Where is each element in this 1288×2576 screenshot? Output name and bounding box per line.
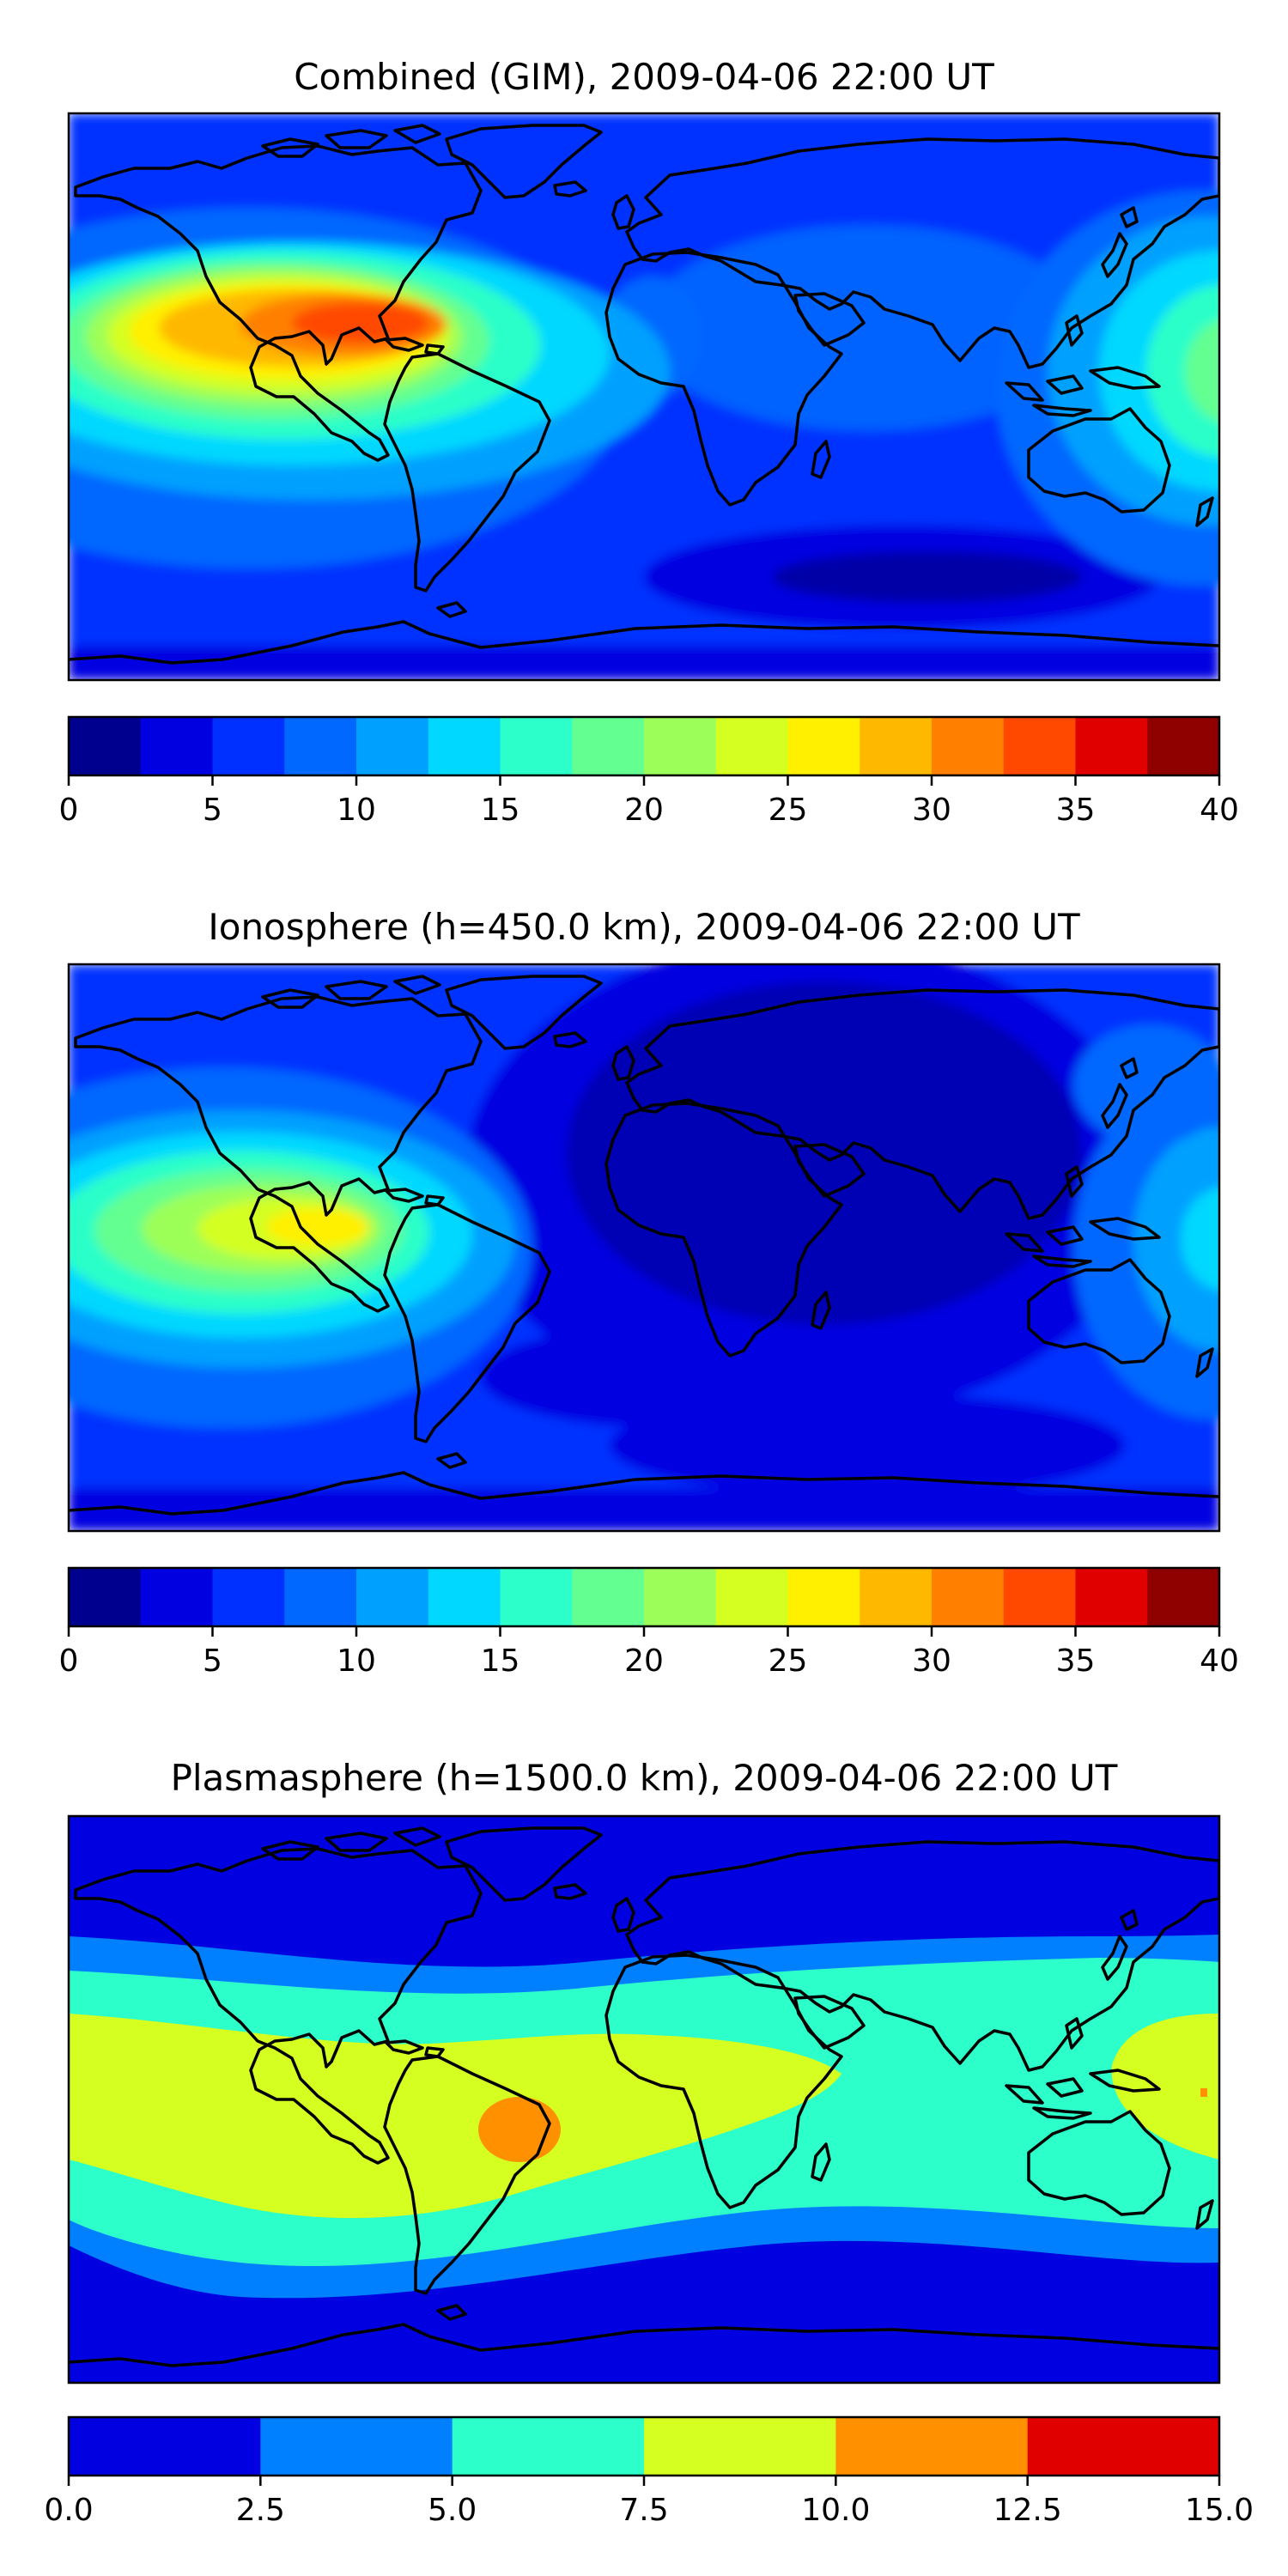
colorbar-combined-segment: [860, 717, 933, 775]
colorbar-ionosphere-tick-label: 30: [912, 1643, 951, 1679]
colorbar-ionosphere-segment: [212, 1568, 285, 1626]
colorbar-ionosphere-segment: [284, 1568, 357, 1626]
colorbar-ionosphere-segment: [715, 1568, 788, 1626]
colorbar-ionosphere-segment: [1147, 1568, 1220, 1626]
colorbar-plasmasphere-tick-label: 2.5: [236, 2493, 285, 2528]
colorbar-ionosphere-segment: [1075, 1568, 1148, 1626]
tec-map-ionosphere: [69, 964, 1219, 1531]
colorbar-combined-tick-label: 30: [912, 793, 951, 828]
colorbar-ionosphere: [69, 1568, 1220, 1626]
colorbar-ionosphere-segment: [500, 1568, 573, 1626]
colorbar-plasmasphere: [69, 2417, 1220, 2476]
colorbar-ionosphere-segment: [69, 1568, 142, 1626]
tec-map-plasmasphere: [69, 1816, 1219, 2383]
colorbar-ionosphere-segment: [644, 1568, 717, 1626]
colorbar-ionosphere-segment: [572, 1568, 645, 1626]
colorbar-ionosphere-segment: [1003, 1568, 1076, 1626]
colorbar-plasmasphere-segment: [69, 2417, 261, 2476]
colorbar-combined-segment: [715, 717, 788, 775]
colorbar-combined-tick-label: 10: [337, 793, 376, 828]
colorbar-combined-segment: [500, 717, 573, 775]
colorbar-combined-segment: [787, 717, 860, 775]
colorbar-ionosphere-segment: [428, 1568, 501, 1626]
colorbar-combined-segment: [644, 717, 717, 775]
colorbar-combined-segment: [1003, 717, 1076, 775]
map-frame-combined: [67, 112, 1221, 682]
colorbar-ionosphere-segment: [932, 1568, 1005, 1626]
colorbar-ionosphere-tick-label: 20: [624, 1643, 664, 1679]
colorbar-combined-segment: [1147, 717, 1220, 775]
colorbar-combined-segment: [284, 717, 357, 775]
colorbar-plasmasphere-tick-label: 7.5: [619, 2493, 668, 2528]
colorbar-ionosphere-segment: [140, 1568, 213, 1626]
colorbar-combined: [69, 717, 1220, 775]
map-title-ionosphere: Ionosphere (h=450.0 km), 2009-04-06 22:0…: [208, 906, 1080, 948]
colorbar-ionosphere-segment: [860, 1568, 933, 1626]
colorbar-ionosphere-tick-label: 25: [769, 1643, 808, 1679]
map-title-combined: Combined (GIM), 2009-04-06 22:00 UT: [294, 56, 994, 98]
colorbar-combined-tick-label: 25: [769, 793, 808, 828]
colorbar-ionosphere-tick-label: 5: [203, 1643, 222, 1679]
colorbar-ionosphere-tick-label: 0: [59, 1643, 79, 1679]
colorbar-combined-tick-label: 15: [481, 793, 520, 828]
colorbar-plasmasphere-segment: [452, 2417, 645, 2476]
colorbar-plasmasphere-tick-label: 12.5: [993, 2493, 1062, 2528]
colorbar-combined-segment: [140, 717, 213, 775]
colorbar-combined-tick-label: 5: [203, 793, 222, 828]
colorbar-plasmasphere-segment: [835, 2417, 1029, 2476]
colorbar-combined-segment: [428, 717, 501, 775]
tec-map-combined: [69, 113, 1219, 680]
colorbar-combined-tick-label: 35: [1056, 793, 1096, 828]
map-title-plasmasphere: Plasmasphere (h=1500.0 km), 2009-04-06 2…: [171, 1757, 1118, 1799]
colorbar-combined-tick-label: 20: [624, 793, 664, 828]
colorbar-plasmasphere-segment: [1027, 2417, 1220, 2476]
map-frame-ionosphere: [67, 963, 1221, 1533]
colorbar-ionosphere-tick-label: 40: [1200, 1643, 1239, 1679]
colorbar-combined-segment: [212, 717, 285, 775]
colorbar-ionosphere-tick-label: 35: [1056, 1643, 1096, 1679]
colorbar-plasmasphere-tick-label: 15.0: [1185, 2493, 1254, 2528]
colorbar-combined-segment: [1075, 717, 1148, 775]
colorbar-combined-segment: [356, 717, 429, 775]
colorbar-ionosphere-segment: [787, 1568, 860, 1626]
colorbar-ionosphere-segment: [356, 1568, 429, 1626]
colorbar-ionosphere-tick-label: 10: [337, 1643, 376, 1679]
colorbar-plasmasphere-segment: [644, 2417, 836, 2476]
map-frame-plasmasphere: [67, 1814, 1221, 2385]
colorbar-plasmasphere-segment: [260, 2417, 453, 2476]
colorbar-combined-tick-label: 40: [1200, 793, 1239, 828]
colorbar-combined-segment: [932, 717, 1005, 775]
colorbar-ionosphere-tick-label: 15: [481, 1643, 520, 1679]
colorbar-plasmasphere-tick-label: 0.0: [44, 2493, 93, 2528]
colorbar-combined-tick-label: 0: [59, 793, 79, 828]
colorbar-combined-segment: [572, 717, 645, 775]
colorbar-plasmasphere-tick-label: 5.0: [428, 2493, 477, 2528]
colorbar-plasmasphere-tick-label: 10.0: [801, 2493, 870, 2528]
colorbar-combined-segment: [69, 717, 142, 775]
